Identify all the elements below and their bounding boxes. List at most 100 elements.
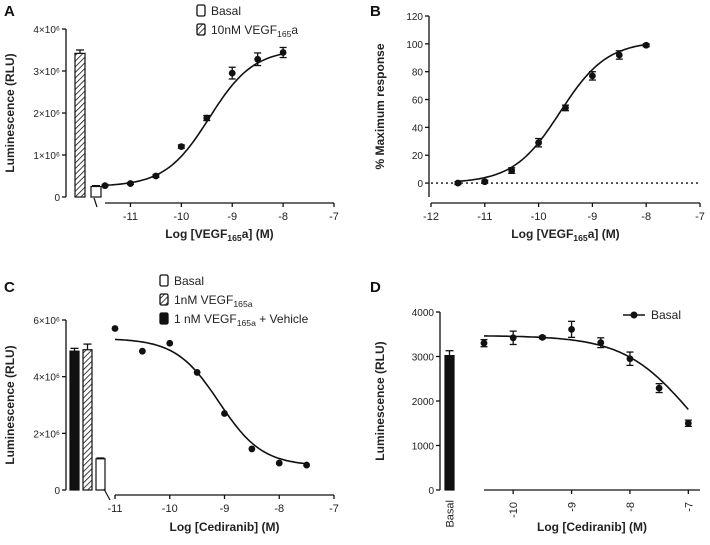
y-tick-label: 4×10⁶ [33,25,60,36]
data-point [480,339,488,347]
y-tick-label: 3×10⁶ [33,67,60,78]
data-point [597,339,605,347]
y-tick-label: 1×10⁶ [33,151,60,162]
axis-break [103,488,111,501]
x-tick-label: -11 [107,503,122,515]
data-point [254,55,262,63]
y-axis-label: Luminescence (RLU) [3,53,17,172]
data-point [535,139,542,147]
y-axis-label: Luminescence (RLU) [3,345,17,464]
y-tick-label: 0 [54,486,60,497]
data-point [279,49,287,56]
data-point [138,347,146,355]
y-tick-label: 20 [412,151,424,162]
x-tick-label: -9 [588,211,598,223]
data-point [626,355,634,363]
y-tick-label: 0 [54,193,60,204]
panel-c: 0 2×10⁶ 4×10⁶ 6×10⁶ Luminescence (RLU) -11 -10… [3,274,339,534]
legend-label: Basal [211,4,241,18]
x-axis-label: Log [VEGF165a] (M) [511,227,619,243]
data-point [655,384,663,392]
data-point [508,167,516,174]
x-tick-label: -7 [683,502,695,512]
data-point [538,333,546,341]
x-tick-label: -10 [508,502,520,518]
y-tick-label: 0 [428,486,434,497]
panel-letter-c: C [4,279,15,296]
y-tick-label: 60 [412,96,424,107]
legend-swatch [196,4,206,17]
data-point [127,180,134,187]
data-point [101,182,109,190]
data-point [303,461,311,469]
x-tick-label: -7 [695,211,705,223]
panel-d: 0 1000 2000 3000 4000 Luminescence (RLU) -10 -9… [373,308,700,534]
data-point [568,325,575,333]
bar [444,355,455,491]
legend-marker [630,311,638,319]
y-tick-label: 3000 [412,353,435,364]
bar [90,185,102,198]
x-tick-label: -8 [641,211,651,223]
data-point [228,69,236,77]
data-point [454,179,462,187]
y-tick-label: 6×10⁶ [33,316,60,327]
x-tick-label: -10 [173,211,189,223]
legend-swatch [159,312,169,325]
y-tick-label: 2000 [412,397,435,408]
y-tick-label: 80 [412,68,424,79]
legend-swatch [196,23,206,36]
y-tick-label: 2×10⁶ [33,109,60,120]
y-tick-label: 0 [417,179,423,190]
x-tick-label: -9 [220,503,230,515]
x-tick-label: -12 [423,211,439,223]
x-tick-label: -9 [227,211,237,223]
x-axis-label: Log [Cediranib] (M) [170,520,280,534]
x-tick-label: -10 [531,211,547,223]
data-point [481,178,489,186]
panel-letter-b: B [370,3,381,20]
legend-label: 1nM VEGF165a [174,293,253,309]
y-tick-label: 4×10⁶ [33,373,60,384]
data-point [177,143,185,151]
x-tick-label: -11 [477,211,492,223]
y-tick-label: 1000 [412,442,435,453]
data-point [562,104,569,112]
bar [74,52,86,198]
data-point [589,72,596,80]
legend-label: 1 nM VEGF165a + Vehicle [174,312,309,328]
panel-letter-a: A [4,3,15,20]
x-tick-label: -7 [329,211,339,223]
panel-letter-d: D [370,279,381,296]
legend-label: 10nM VEGF165a [211,23,298,39]
data-point [642,41,650,49]
data-point [203,114,211,122]
fit-curve [484,335,689,411]
data-point [111,325,119,332]
data-point [615,51,623,59]
y-axis-label: Luminescence (RLU) [373,341,387,460]
x-axis-label: Log [Cediranib] (M) [537,520,647,534]
y-tick-label: 100 [406,40,423,51]
x-tick-label: -8 [625,502,637,512]
x-tick-label: -7 [329,503,339,515]
legend-swatch [159,293,169,306]
y-tick-label: 120 [406,12,423,23]
data-point [221,410,228,417]
panel-a: 0 1×10⁶ 2×10⁶ 3×10⁶ 4×10⁶ Luminescence (RLU) -… [3,4,339,243]
x-axis-label: Log [VEGF165a] (M) [165,227,273,243]
data-point [193,369,201,376]
legend-swatch [159,274,169,287]
bar [95,458,106,491]
legend-label: Basal [651,308,681,322]
y-axis-label: % Maximum response [373,43,387,169]
panel-b: 0 20 40 60 80 100 120 % Maximum response -12 -11 -… [373,12,705,243]
data-point [248,445,256,453]
x-tick-label: -11 [123,211,138,223]
x-tick-label: -10 [162,503,178,515]
data-point [509,334,517,342]
x-tick-label: -9 [567,502,579,512]
x-tick-label: -8 [274,503,284,515]
fit-curve [114,338,307,465]
